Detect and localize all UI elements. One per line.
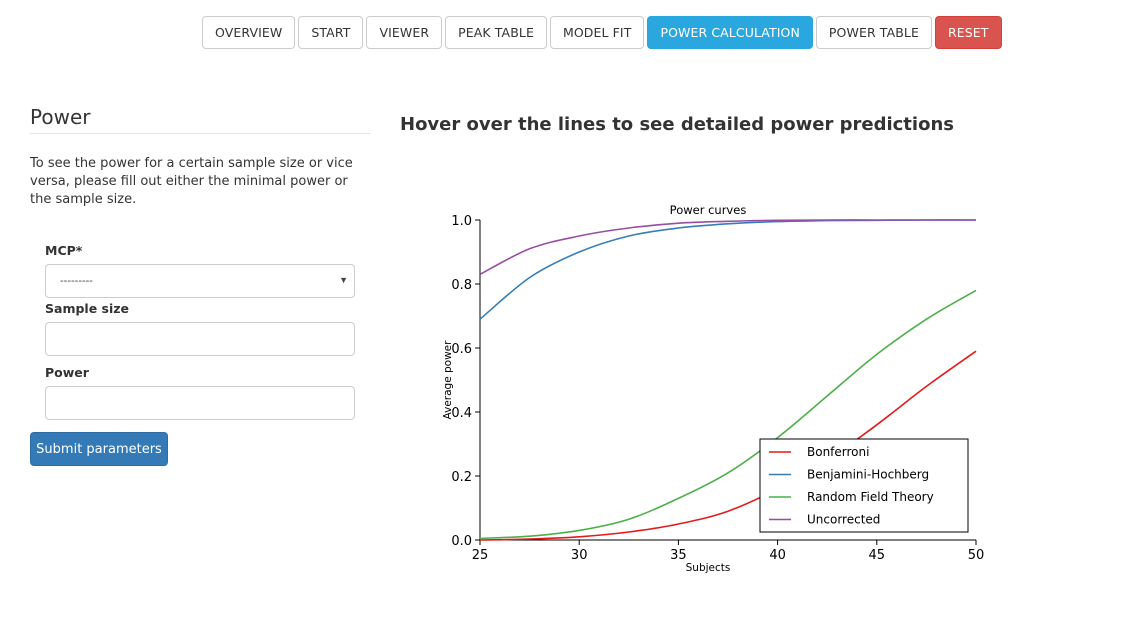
y-tick-label: 1.0 — [451, 214, 472, 229]
tab-start[interactable]: START — [298, 16, 364, 49]
x-tick-label: 30 — [571, 548, 588, 563]
panel-title: Power — [30, 105, 371, 134]
x-tick-label: 50 — [968, 548, 985, 563]
x-tick-label: 35 — [670, 548, 687, 563]
legend-label: Random Field Theory — [807, 490, 934, 504]
tab-viewer[interactable]: VIEWER — [366, 16, 443, 49]
legend-label: Bonferroni — [807, 445, 869, 459]
tab-overview[interactable]: OVERVIEW — [202, 16, 296, 49]
chart-legend — [759, 438, 969, 533]
power-panel: Power To see the power for a certain sam… — [30, 105, 371, 420]
tab-peak-table[interactable]: PEAK TABLE — [445, 16, 547, 49]
sample-size-input[interactable] — [45, 322, 355, 356]
y-tick-label: 0.6 — [451, 342, 472, 357]
series-line-bonferroni — [479, 350, 977, 541]
y-axis-label: Average power — [442, 340, 454, 420]
power-input[interactable] — [45, 386, 355, 420]
y-tick-label: 0.0 — [451, 534, 472, 549]
mcp-label: MCP* — [45, 243, 83, 258]
sample-size-label: Sample size — [45, 301, 130, 316]
x-tick-label: 25 — [472, 548, 489, 563]
y-tick-label: 0.8 — [451, 278, 472, 293]
tab-power-table[interactable]: POWER TABLE — [815, 16, 932, 49]
main-nav: OVERVIEW START VIEWER PEAK TABLE MODEL F… — [202, 16, 1002, 49]
x-tick-label: 40 — [769, 548, 786, 563]
power-curves-chart: 0.0 0.2 0.4 0.6 0.8 1.0 25 30 35 40 45 50 Power curv… — [442, 203, 985, 574]
tab-power-calculation[interactable]: POWER CALCULATION — [647, 16, 813, 49]
x-tick-label: 45 — [869, 548, 886, 563]
x-axis-label: Subjects — [686, 562, 731, 574]
series-line-random-field-theory — [479, 289, 977, 540]
power-form: MCP* --------- ▼ Sample size Power — [45, 243, 355, 420]
series-line-benjamini-hochberg — [479, 219, 977, 320]
caret-down-icon: ▼ — [339, 275, 348, 285]
y-tick-label: 0.2 — [451, 470, 472, 485]
legend-label: Benjamini-Hochberg — [807, 468, 929, 482]
series-line-uncorrected — [479, 219, 976, 276]
reset-button[interactable]: RESET — [934, 16, 1002, 49]
legend-label: Uncorrected — [807, 513, 880, 527]
y-tick-label: 0.4 — [451, 406, 472, 421]
plot-header: Hover over the lines to see detailed pow… — [400, 114, 954, 135]
submit-parameters-button[interactable]: Submit parameters — [30, 432, 168, 466]
tab-model-fit[interactable]: MODEL FIT — [549, 16, 645, 49]
power-label: Power — [45, 365, 89, 380]
mcp-selected-value: --------- — [60, 275, 93, 287]
mcp-select[interactable]: --------- ▼ — [45, 264, 355, 298]
panel-description: To see the power for a certain sample si… — [30, 156, 353, 207]
chart-title: Power curves — [670, 203, 747, 217]
